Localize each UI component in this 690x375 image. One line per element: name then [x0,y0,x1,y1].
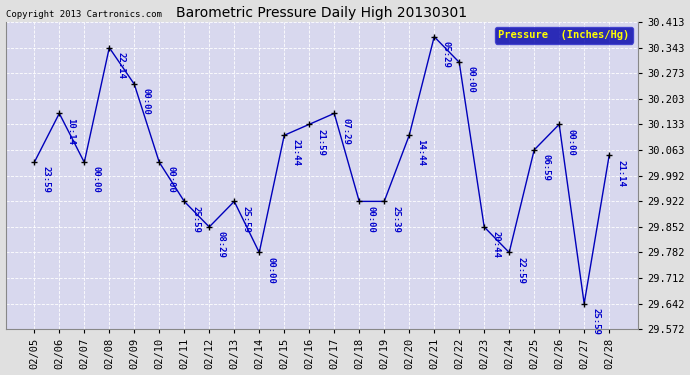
Title: Barometric Pressure Daily High 20130301: Barometric Pressure Daily High 20130301 [176,6,467,20]
Text: 25:39: 25:39 [391,206,400,232]
Text: 23:59: 23:59 [41,166,50,194]
Text: 25:59: 25:59 [241,206,250,232]
Text: Copyright 2013 Cartronics.com: Copyright 2013 Cartronics.com [6,10,161,19]
Text: 14:44: 14:44 [416,140,425,166]
Text: 25:59: 25:59 [591,308,600,334]
Text: 07:29: 07:29 [341,117,351,144]
Text: 08:29: 08:29 [216,231,225,258]
Text: 00:00: 00:00 [566,129,575,155]
Text: 06:59: 06:59 [541,154,550,181]
Text: 00:00: 00:00 [141,88,150,115]
Text: 00:00: 00:00 [266,256,275,284]
Text: 20:44: 20:44 [491,231,500,258]
Text: 00:00: 00:00 [366,206,375,232]
Text: 05:29: 05:29 [441,41,450,68]
Text: 00:00: 00:00 [166,166,175,194]
Text: 22:59: 22:59 [516,256,525,284]
Text: 21:59: 21:59 [316,129,325,155]
Text: 25:59: 25:59 [191,206,200,232]
Legend: Pressure  (Inches/Hg): Pressure (Inches/Hg) [495,27,633,44]
Text: 21:44: 21:44 [291,140,300,166]
Text: 00:00: 00:00 [466,66,475,93]
Text: 21:14: 21:14 [616,159,625,186]
Text: 10:14: 10:14 [66,117,75,144]
Text: 22:14: 22:14 [116,52,125,79]
Text: 00:00: 00:00 [91,166,100,194]
